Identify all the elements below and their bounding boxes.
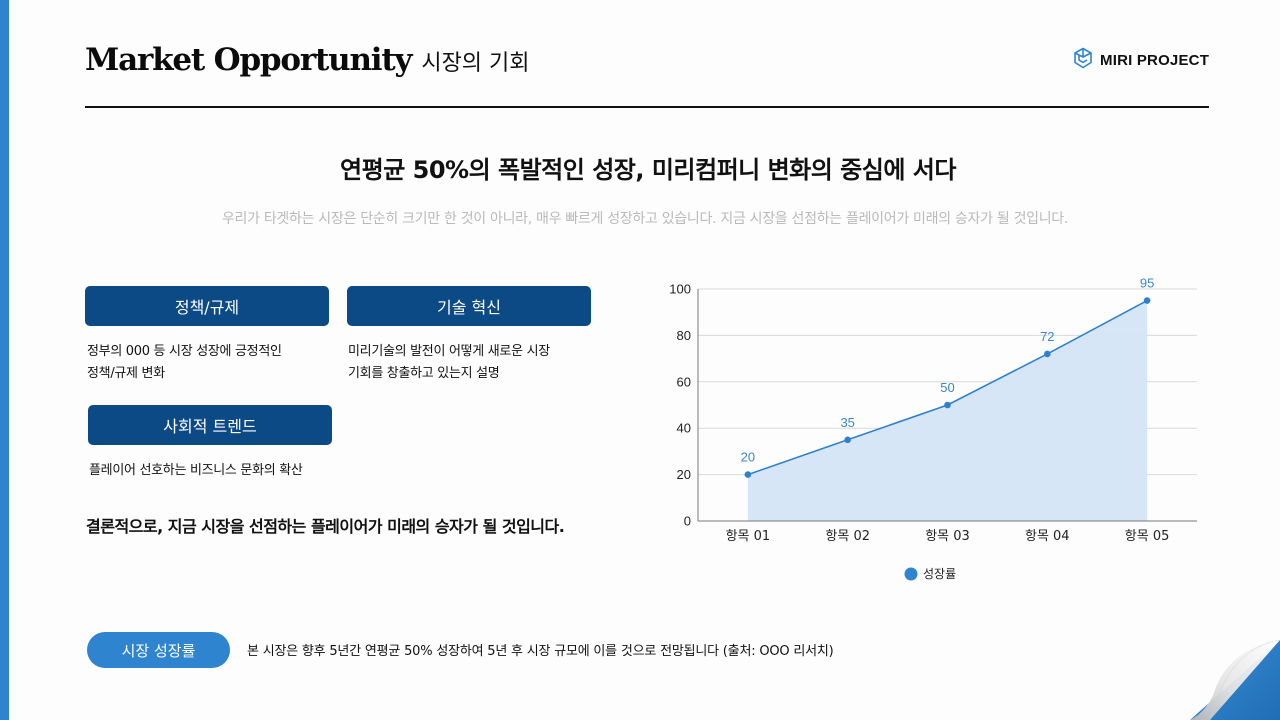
legend-label: 성장률	[923, 567, 956, 581]
y-tick-label: 40	[677, 421, 691, 436]
desc-line: 정책/규제 변화	[87, 366, 165, 381]
brand-logo: MIRI PROJECT	[1073, 47, 1209, 73]
pill-label: 시장 성장률	[121, 641, 196, 660]
header-divider	[85, 106, 1209, 108]
y-tick-label: 80	[677, 328, 691, 343]
card-policy-desc: 정부의 000 등 시장 성장에 긍정적인 정책/규제 변화	[87, 341, 282, 385]
legend-marker-icon	[904, 567, 918, 581]
y-tick-label: 20	[677, 467, 691, 482]
card-tech-desc: 미리기술의 발전이 어떻게 새로운 시장 기회를 창출하고 있는지 설명	[348, 341, 550, 385]
x-tick-label: 항목 05	[1125, 529, 1170, 544]
data-point	[1044, 350, 1051, 358]
title-korean: 시장의 기회	[421, 51, 530, 76]
data-label: 20	[741, 450, 755, 465]
data-point	[744, 471, 752, 478]
desc-line: 미리기술의 발전이 어떻게 새로운 시장	[348, 344, 550, 359]
y-tick-label: 100	[669, 282, 691, 297]
card-label: 기술 혁신	[437, 298, 501, 317]
desc-line: 플레이어 선호하는 비즈니스 문화의 확산	[89, 463, 303, 478]
x-tick-label: 항목 04	[1025, 529, 1070, 544]
card-label: 사회적 트렌드	[163, 417, 257, 436]
chart-area-fill	[747, 300, 1148, 521]
y-tick-label: 0	[684, 514, 691, 529]
title-english: Market Opportunity	[85, 42, 413, 78]
page-curl-decoration	[1190, 639, 1280, 720]
data-label: 35	[840, 415, 854, 430]
data-point	[1143, 297, 1151, 304]
chart-points	[744, 297, 1151, 478]
card-social-desc: 플레이어 선호하는 비즈니스 문화의 확산	[89, 460, 303, 482]
x-tick-label: 항목 01	[726, 529, 771, 544]
card-policy-regulation: 정책/규제	[85, 286, 329, 326]
card-social-trend: 사회적 트렌드	[88, 405, 332, 445]
y-axis-ticks: 0 20 40 60 80 100	[669, 282, 691, 529]
headline: 연평균 50%의 폭발적인 성장, 미리컴퍼니 변화의 중심에 서다	[340, 156, 956, 184]
y-tick-label: 60	[677, 374, 691, 389]
cube-icon	[1073, 47, 1093, 73]
data-point	[844, 436, 851, 444]
subheadline: 우리가 타겟하는 시장은 단순히 크기만 한 것이 아니라, 매우 빠르게 성장…	[221, 211, 1069, 227]
data-label: 50	[940, 380, 954, 395]
footer-note: 본 시장은 향후 5년간 연평균 50% 성장하여 5년 후 시장 규모에 이를…	[247, 644, 834, 659]
logo-text: MIRI PROJECT	[1100, 51, 1210, 69]
x-tick-label: 항목 03	[925, 529, 970, 544]
page-title: Market Opportunity 시장의 기회	[85, 42, 530, 78]
card-label: 정책/규제	[174, 298, 240, 317]
left-accent-bar	[0, 0, 9, 720]
data-label: 72	[1040, 329, 1054, 344]
chart-legend: 성장률	[904, 567, 956, 581]
market-growth-pill: 시장 성장률	[87, 632, 230, 668]
desc-line: 기회를 창출하고 있는지 설명	[348, 366, 500, 381]
chart-data-labels: 20 35 50 72 95	[741, 276, 1155, 465]
x-axis-ticks: 항목 01 항목 02 항목 03 항목 04 항목 05	[726, 529, 1170, 544]
data-label: 95	[1140, 276, 1154, 291]
data-point	[944, 401, 951, 409]
conclusion-text: 결론적으로, 지금 시장을 선점하는 플레이어가 미래의 승자가 될 것입니다.	[86, 517, 565, 536]
x-tick-label: 항목 02	[825, 529, 870, 544]
card-tech-innovation: 기술 혁신	[347, 286, 591, 326]
desc-line: 정부의 000 등 시장 성장에 긍정적인	[87, 344, 282, 359]
